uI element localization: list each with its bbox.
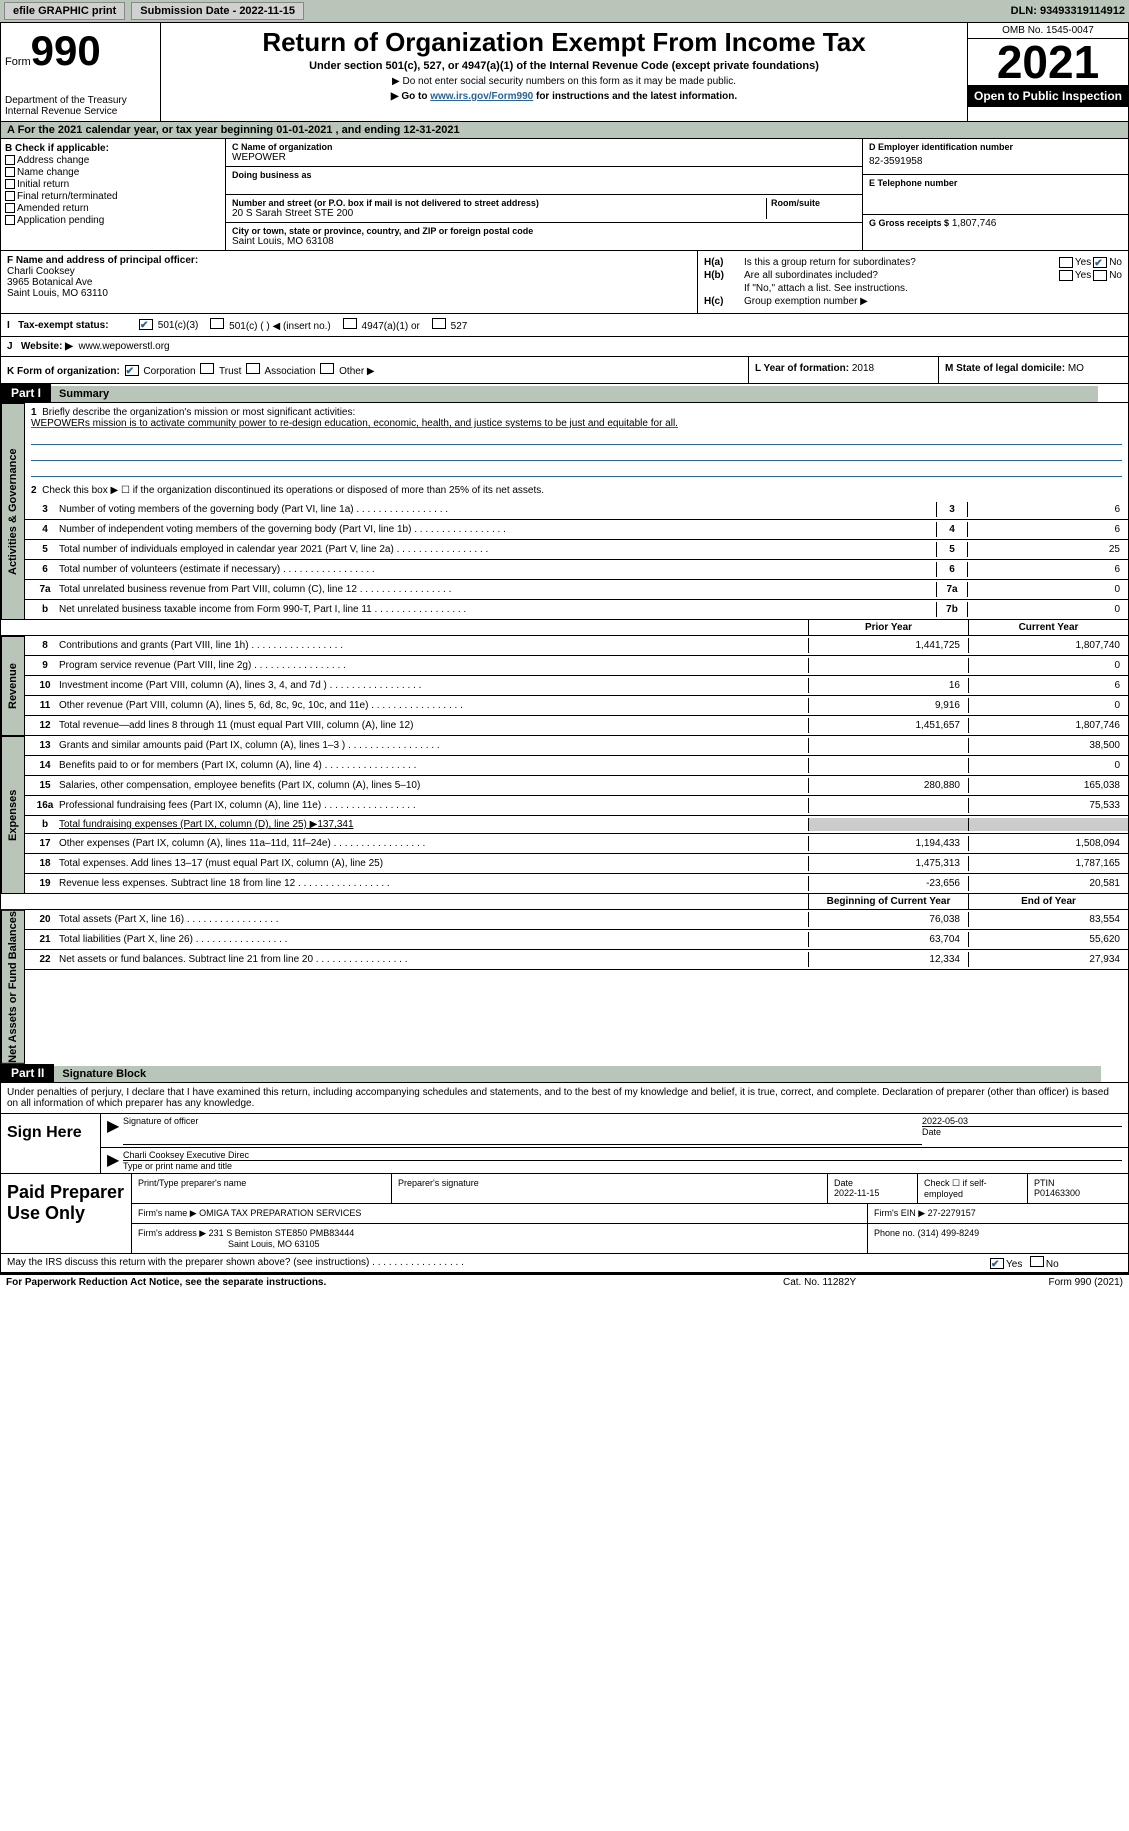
chk-corp[interactable]: ✔ <box>125 365 139 376</box>
subtitle-2: ▶ Do not enter social security numbers o… <box>165 76 963 87</box>
subtitle-3: ▶ Go to www.irs.gov/Form990 for instruct… <box>165 91 963 102</box>
perjury-decl: Under penalties of perjury, I declare th… <box>1 1083 1128 1114</box>
website: www.wepowerstl.org <box>78 341 169 352</box>
officer-addr2: Saint Louis, MO 63110 <box>7 288 691 299</box>
firm-addr: 231 S Bemiston STE850 PMB83444 <box>209 1228 355 1238</box>
firm-phone: (314) 499-8249 <box>918 1228 980 1238</box>
tab-expenses: Expenses <box>1 736 25 894</box>
chk-name-change[interactable] <box>5 167 15 177</box>
chk-initial[interactable] <box>5 179 15 189</box>
org-name: WEPOWER <box>232 152 856 163</box>
chk-527[interactable] <box>432 318 446 329</box>
ein: 82-3591958 <box>869 152 1122 171</box>
sec-b-checklist: B Check if applicable: Address change Na… <box>1 139 226 250</box>
org-addr: 20 S Sarah Street STE 200 <box>232 208 766 219</box>
firm-name: OMIGA TAX PREPARATION SERVICES <box>199 1208 361 1218</box>
form-id-box: Form990 Department of the Treasury Inter… <box>1 23 161 121</box>
org-city: Saint Louis, MO 63108 <box>232 236 856 247</box>
tax-year: 2021 <box>968 39 1128 85</box>
mission-text: WEPOWERs mission is to activate communit… <box>31 418 678 429</box>
dept-treasury: Department of the Treasury Internal Reve… <box>5 95 156 117</box>
form-footer: Form 990 (2021) <box>983 1277 1123 1288</box>
part2-hdr: Part II <box>1 1064 54 1082</box>
chk-other[interactable] <box>320 363 334 374</box>
state-domicile: MO <box>1068 363 1084 374</box>
tab-revenue: Revenue <box>1 636 25 736</box>
tab-netassets: Net Assets or Fund Balances <box>1 910 25 1064</box>
sign-here-label: Sign Here <box>1 1114 101 1173</box>
chk-trust[interactable] <box>200 363 214 374</box>
chk-pending[interactable] <box>5 215 15 225</box>
chk-amended[interactable] <box>5 203 15 213</box>
efile-btn[interactable]: efile GRAPHIC print <box>4 2 125 20</box>
cat-no: Cat. No. 11282Y <box>783 1277 983 1288</box>
year-formation: 2018 <box>852 363 874 374</box>
officer-name: Charli Cooksey <box>7 266 691 277</box>
tab-activities: Activities & Governance <box>1 403 25 620</box>
firm-ein: 27-2279157 <box>928 1208 976 1218</box>
dln: DLN: 93493319114912 <box>1011 5 1125 17</box>
gross-receipts: 1,807,746 <box>952 218 997 229</box>
chk-final[interactable] <box>5 191 15 201</box>
part1-hdr: Part I <box>1 384 51 402</box>
chk-assoc[interactable] <box>246 363 260 374</box>
officer-addr1: 3965 Botanical Ave <box>7 277 691 288</box>
irs-link[interactable]: www.irs.gov/Form990 <box>430 91 533 102</box>
cal-year-line: A For the 2021 calendar year, or tax yea… <box>1 122 1128 139</box>
submission-date: Submission Date - 2022-11-15 <box>131 2 304 20</box>
ptin: P01463300 <box>1034 1188 1080 1198</box>
open-inspection: Open to Public Inspection <box>968 85 1128 107</box>
subtitle-1: Under section 501(c), 527, or 4947(a)(1)… <box>165 60 963 72</box>
paid-preparer-label: Paid Preparer Use Only <box>1 1174 131 1253</box>
chk-501c[interactable] <box>210 318 224 329</box>
officer-sig-name: Charli Cooksey Executive Direc <box>123 1150 1122 1161</box>
chk-501c3[interactable]: ✔ <box>139 319 153 330</box>
chk-addr-change[interactable] <box>5 155 15 165</box>
form-title: Return of Organization Exempt From Incom… <box>165 27 963 58</box>
chk-4947[interactable] <box>343 318 357 329</box>
pra-notice: For Paperwork Reduction Act Notice, see … <box>6 1277 783 1288</box>
